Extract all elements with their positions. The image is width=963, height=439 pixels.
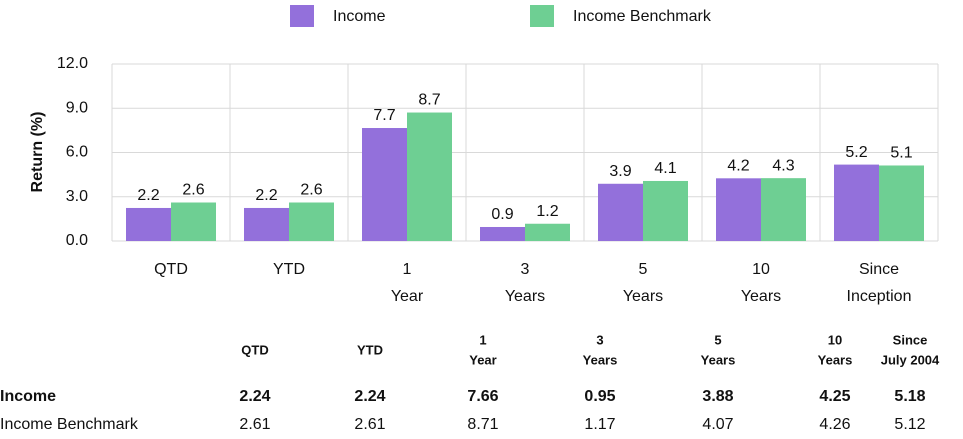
bar [407,112,452,241]
data-label: 4.1 [654,160,676,177]
x-tick-label: Inception [847,288,912,305]
table-cell: 3.88 [702,388,733,405]
bar [834,164,879,241]
data-label: 4.2 [727,158,749,175]
bar [289,202,334,241]
bar [126,207,171,241]
table-cell: 4.25 [819,388,850,405]
legend-label: Income [333,8,386,25]
bar [171,202,216,241]
x-tick-label: QTD [154,261,188,278]
bar [716,178,761,241]
table-header: 3 [596,332,603,347]
table-cell: 4.26 [819,416,850,433]
bar [480,226,525,241]
data-label: 2.6 [300,182,322,199]
table-header: Year [469,352,496,367]
table-header: 5 [714,332,721,347]
bar [761,178,806,241]
table-cell: 5.18 [894,388,925,405]
table-header: Since [893,332,928,347]
table-header: July 2004 [881,352,940,367]
table-cell: 5.12 [894,416,925,433]
x-tick-label: 5 [639,261,648,278]
data-label: 2.2 [137,187,159,204]
table-cell: 8.71 [467,416,498,433]
data-label: 4.3 [772,157,794,174]
table-cell: 2.24 [354,388,385,405]
y-tick-label: 6.0 [66,144,88,161]
bar [598,183,643,241]
table-cell: 2.61 [239,416,270,433]
data-label: 3.9 [609,163,631,180]
legend-label: Income Benchmark [573,8,712,25]
data-label: 8.7 [418,92,440,109]
table-cell: 7.66 [467,388,498,405]
table-header: 10 [828,332,842,347]
data-label: 1.2 [536,203,558,220]
table-header: QTD [241,342,268,357]
y-tick-label: 12.0 [57,55,88,72]
y-tick-label: 3.0 [66,188,88,205]
y-axis-label: Return (%) [29,112,46,193]
table-cell: 1.17 [584,416,615,433]
x-tick-label: Years [505,288,545,305]
table-header: YTD [357,342,383,357]
table-header: 1 [479,332,486,347]
bar [879,165,924,241]
table-cell: 2.24 [239,388,270,405]
table-cell: 0.95 [584,388,615,405]
x-tick-label: YTD [273,261,305,278]
data-label: 5.2 [845,144,867,161]
x-tick-label: Years [741,288,781,305]
row-name: Income Benchmark [0,416,139,433]
x-tick-label: 3 [521,261,530,278]
data-label: 2.6 [182,182,204,199]
y-tick-label: 9.0 [66,99,88,116]
table-cell: 4.07 [702,416,733,433]
data-label: 2.2 [255,187,277,204]
row-name: Income [0,388,56,405]
x-tick-label: 10 [752,261,770,278]
data-label: 5.1 [890,145,912,162]
x-tick-label: Years [623,288,663,305]
legend-swatch [290,5,314,27]
bar [643,180,688,241]
table-cell: 2.61 [354,416,385,433]
y-tick-label: 0.0 [66,232,88,249]
bar [362,128,407,241]
table-header: Years [583,352,618,367]
data-label: 7.7 [373,107,395,124]
legend-swatch [530,5,554,27]
x-tick-label: Year [391,288,424,305]
x-tick-label: 1 [403,261,412,278]
data-label: 0.9 [491,206,513,223]
table-header: Years [701,352,736,367]
x-tick-label: Since [859,261,899,278]
table-header: Years [818,352,853,367]
bar [244,207,289,241]
bar [525,223,570,241]
